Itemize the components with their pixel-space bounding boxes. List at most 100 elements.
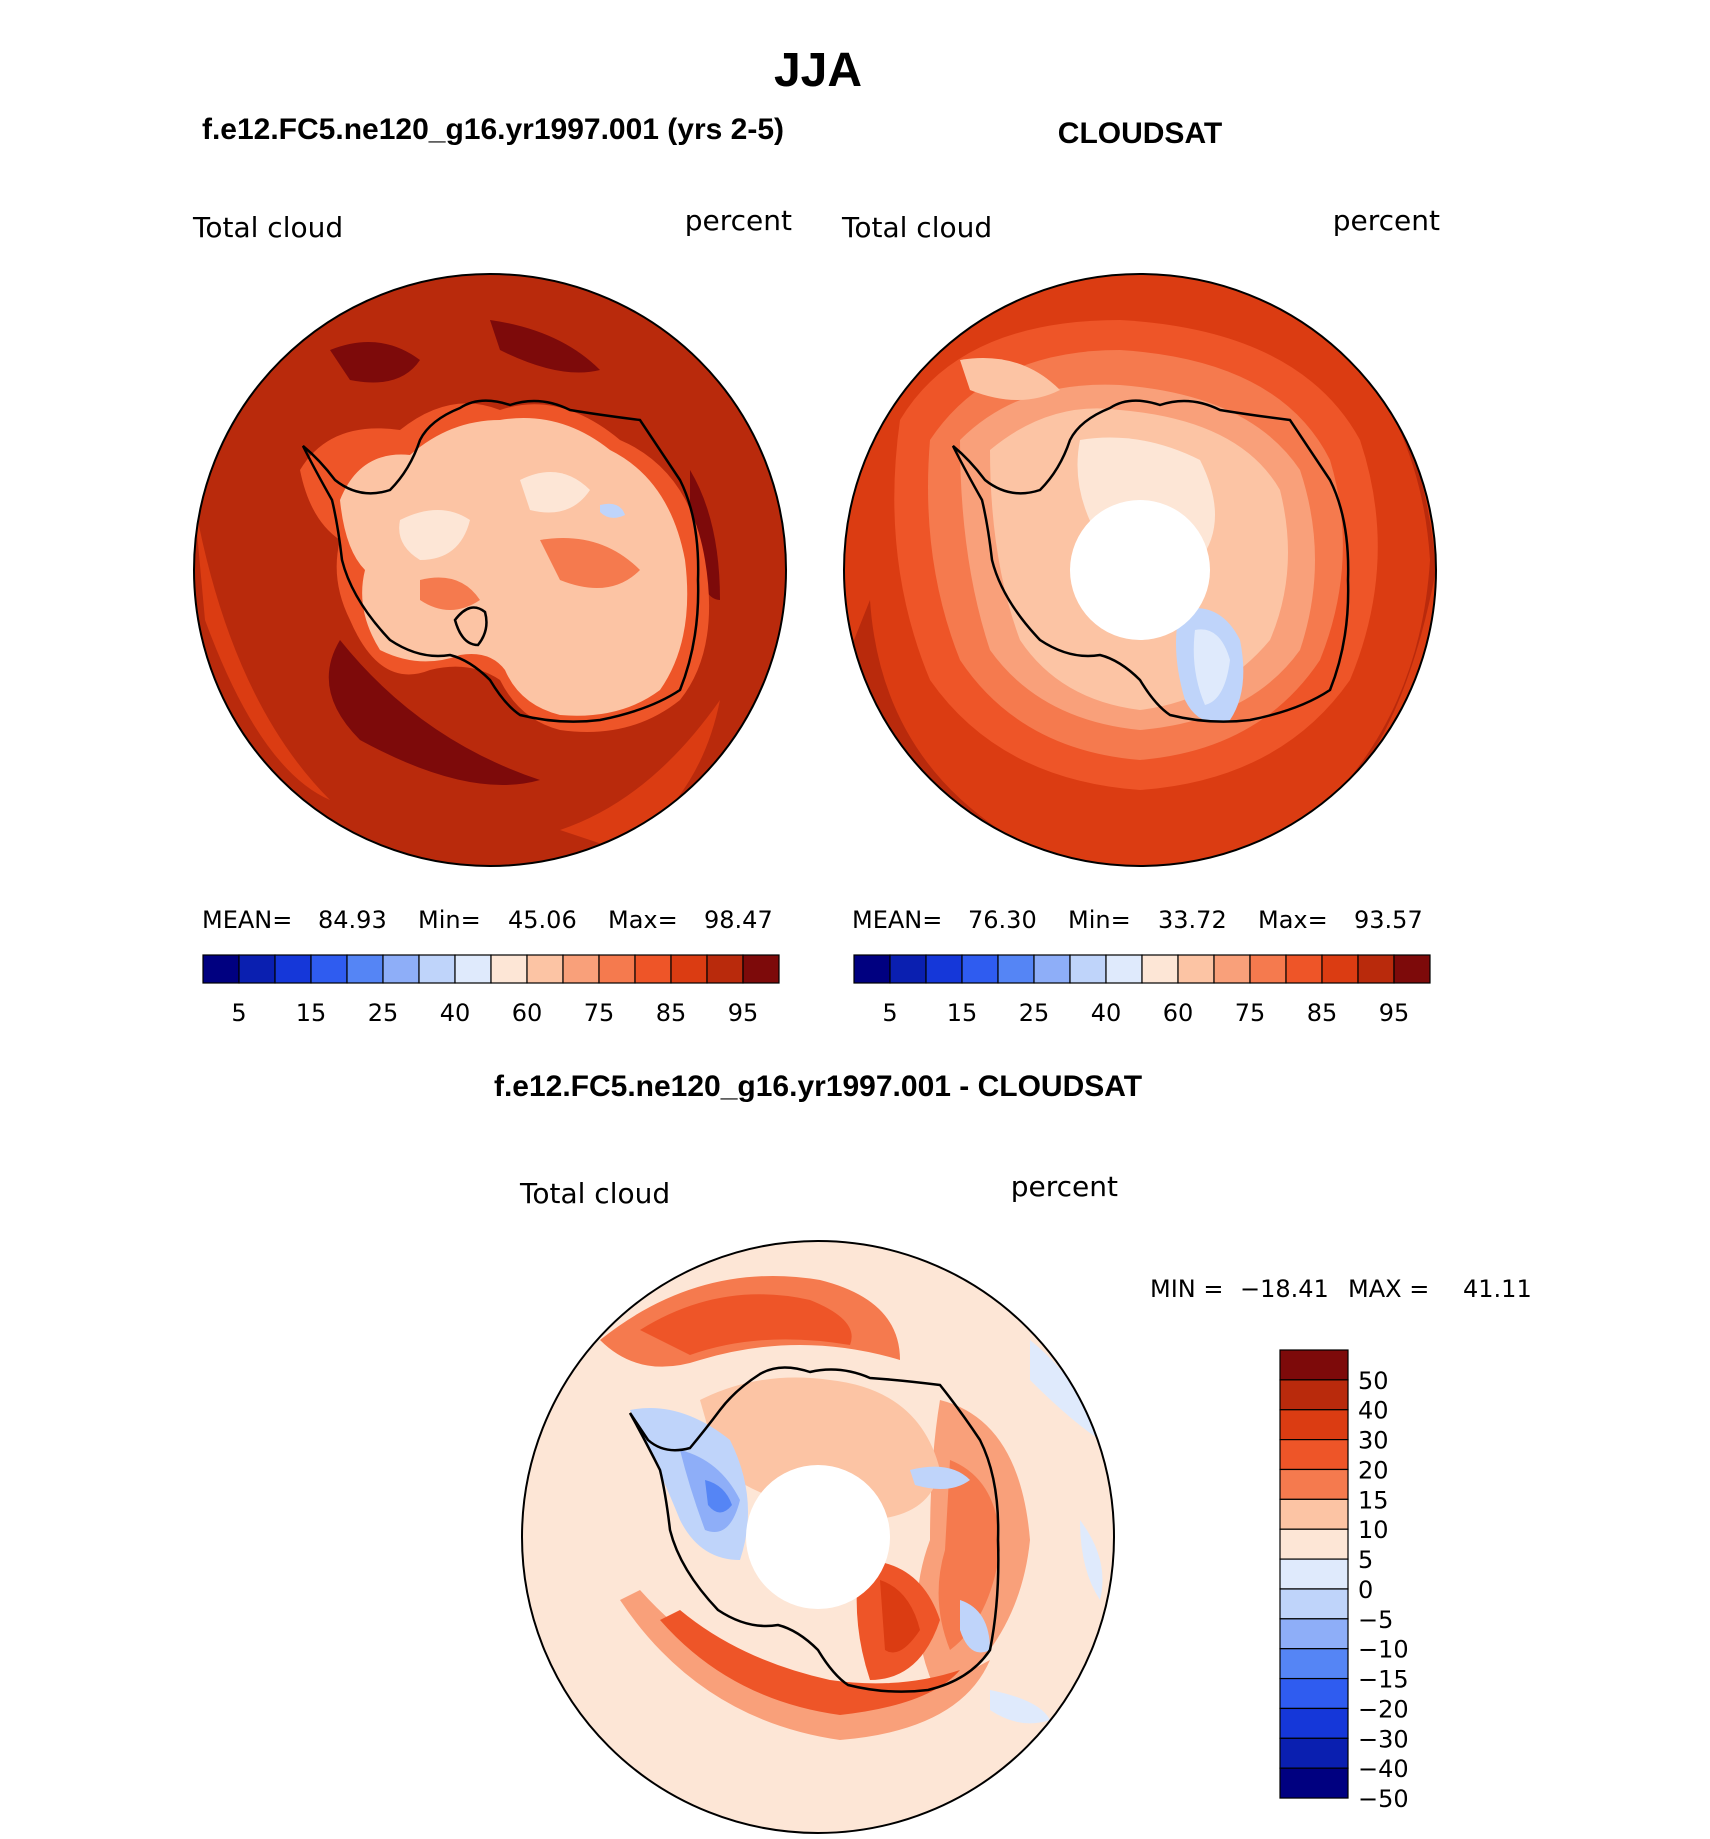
colorbar-swatch xyxy=(1279,1588,1349,1620)
colorbar-swatch xyxy=(1279,1349,1349,1381)
colorbar-tick-label: 25 xyxy=(368,999,399,1027)
colorbar-tick-label: 40 xyxy=(1358,1397,1389,1425)
panel-model-mean-label: MEAN= xyxy=(202,906,292,934)
colorbar-tick-label: −15 xyxy=(1358,1666,1409,1694)
panel-difference-map xyxy=(522,1241,1114,1833)
panel-model: f.e12.FC5.ne120_g16.yr1997.001 (yrs 2-5)… xyxy=(192,113,792,1027)
colorbar-swatch xyxy=(346,954,384,984)
panel-difference-units: percent xyxy=(1011,1170,1118,1203)
colorbar-tick-label: 40 xyxy=(440,999,471,1027)
panel-cloudsat-max-label: Max= xyxy=(1258,906,1328,934)
colorbar-tick-label: 0 xyxy=(1358,1576,1373,1604)
panel-cloudsat-map-outline xyxy=(843,273,1437,867)
panel-cloudsat-title: CLOUDSAT xyxy=(1058,117,1222,150)
panel-difference-min-value: −18.41 xyxy=(1240,1275,1329,1303)
colorbar-swatch xyxy=(1279,1737,1349,1769)
colorbar-swatch xyxy=(1279,1468,1349,1500)
colorbar-swatch xyxy=(1141,954,1179,984)
panel-model-variable: Total cloud xyxy=(192,211,343,244)
colorbar-swatch xyxy=(1249,954,1287,984)
colorbar-swatch xyxy=(1279,1648,1349,1680)
colorbar-tick-label: −40 xyxy=(1358,1755,1409,1783)
colorbar-swatch xyxy=(1177,954,1215,984)
colorbar-swatch xyxy=(526,954,564,984)
panel-difference: f.e12.FC5.ne120_g16.yr1997.001 - CLOUDSA… xyxy=(494,1070,1532,1834)
colorbar-tick-label: −5 xyxy=(1358,1606,1393,1634)
colorbar-swatch xyxy=(418,954,456,984)
colorbar-tick-label: 25 xyxy=(1019,999,1050,1027)
colorbar-tick-label: −30 xyxy=(1358,1725,1409,1753)
colorbar-swatch xyxy=(274,954,312,984)
colorbar-swatch xyxy=(1279,1439,1349,1471)
colorbar-swatch xyxy=(1069,954,1107,984)
panel-model-map-outline xyxy=(193,273,787,867)
panel-cloudsat-mean-value: 76.30 xyxy=(968,906,1037,934)
colorbar-swatch xyxy=(1285,954,1323,984)
colorbar-tick-label: 75 xyxy=(584,999,615,1027)
colorbar-swatch xyxy=(1279,1409,1349,1441)
panel-model-title: f.e12.FC5.ne120_g16.yr1997.001 (yrs 2-5) xyxy=(202,113,784,146)
colorbar-swatch xyxy=(310,954,348,984)
panel-cloudsat-min-value: 33.72 xyxy=(1158,906,1227,934)
colorbar-swatch xyxy=(634,954,672,984)
colorbar-tick-label: 15 xyxy=(947,999,978,1027)
panel-model-min-label: Min= xyxy=(418,906,481,934)
colorbar-tick-label: −50 xyxy=(1358,1785,1409,1813)
colorbar-swatch xyxy=(1393,954,1431,984)
panel-model-colorbar: 5 15 25 40 60 75 85 95 xyxy=(202,954,780,1027)
colorbar-tick-label: 60 xyxy=(512,999,543,1027)
panel-cloudsat-colorbar: 5 15 25 40 60 75 85 95 xyxy=(853,954,1431,1027)
colorbar-swatch xyxy=(997,954,1035,984)
colorbar-tick-label: 5 xyxy=(231,999,246,1027)
colorbar-tick-label: 85 xyxy=(1307,999,1338,1027)
panel-model-mean-value: 84.93 xyxy=(318,906,387,934)
colorbar-swatch xyxy=(1321,954,1359,984)
colorbar-swatch xyxy=(1357,954,1395,984)
colorbar-tick-label: 60 xyxy=(1163,999,1194,1027)
colorbar-swatch xyxy=(742,954,780,984)
colorbar-swatch xyxy=(490,954,528,984)
colorbar-swatch xyxy=(706,954,744,984)
colorbar-swatch xyxy=(1213,954,1251,984)
panel-cloudsat-max-value: 93.57 xyxy=(1354,906,1423,934)
colorbar-tick-label: 15 xyxy=(1358,1486,1389,1514)
panel-cloudsat-min-label: Min= xyxy=(1068,906,1131,934)
colorbar-swatch xyxy=(1279,1379,1349,1411)
panel-difference-min-label: MIN = xyxy=(1150,1275,1223,1303)
colorbar-tick-label: 5 xyxy=(1358,1546,1373,1574)
panel-cloudsat: CLOUDSAT Total cloud percent MEAN= 76.30… xyxy=(841,117,1440,1027)
panel-cloudsat-mean-label: MEAN= xyxy=(852,906,942,934)
colorbar-swatch xyxy=(562,954,600,984)
panel-cloudsat-units: percent xyxy=(1333,204,1440,237)
colorbar-swatch xyxy=(1279,1767,1349,1799)
colorbar-swatch xyxy=(202,954,240,984)
colorbar-swatch xyxy=(670,954,708,984)
colorbar-swatch xyxy=(1279,1498,1349,1530)
colorbar-swatch xyxy=(1279,1528,1349,1560)
panel-difference-map-outline xyxy=(521,1240,1115,1834)
colorbar-swatch xyxy=(925,954,963,984)
panel-model-max-label: Max= xyxy=(608,906,678,934)
colorbar-swatch xyxy=(1033,954,1071,984)
colorbar-swatch xyxy=(1279,1618,1349,1650)
colorbar-swatch xyxy=(238,954,276,984)
colorbar-tick-label: 50 xyxy=(1358,1367,1389,1395)
colorbar-swatch xyxy=(889,954,927,984)
panel-model-max-value: 98.47 xyxy=(704,906,773,934)
figure-title: JJA xyxy=(774,44,862,97)
panel-model-map xyxy=(194,274,786,866)
colorbar-swatch xyxy=(382,954,420,984)
panel-model-min-value: 45.06 xyxy=(508,906,577,934)
panel-difference-max-label: MAX = xyxy=(1348,1275,1429,1303)
colorbar-tick-label: 30 xyxy=(1358,1427,1389,1455)
colorbar-swatch xyxy=(598,954,636,984)
colorbar-tick-label: −20 xyxy=(1358,1695,1409,1723)
colorbar-tick-label: −10 xyxy=(1358,1636,1409,1664)
panel-difference-title: f.e12.FC5.ne120_g16.yr1997.001 - CLOUDSA… xyxy=(494,1070,1142,1103)
colorbar-tick-label: 85 xyxy=(656,999,687,1027)
panel-cloudsat-map xyxy=(844,274,1436,866)
colorbar-tick-label: 15 xyxy=(296,999,327,1027)
colorbar-tick-label: 40 xyxy=(1091,999,1122,1027)
